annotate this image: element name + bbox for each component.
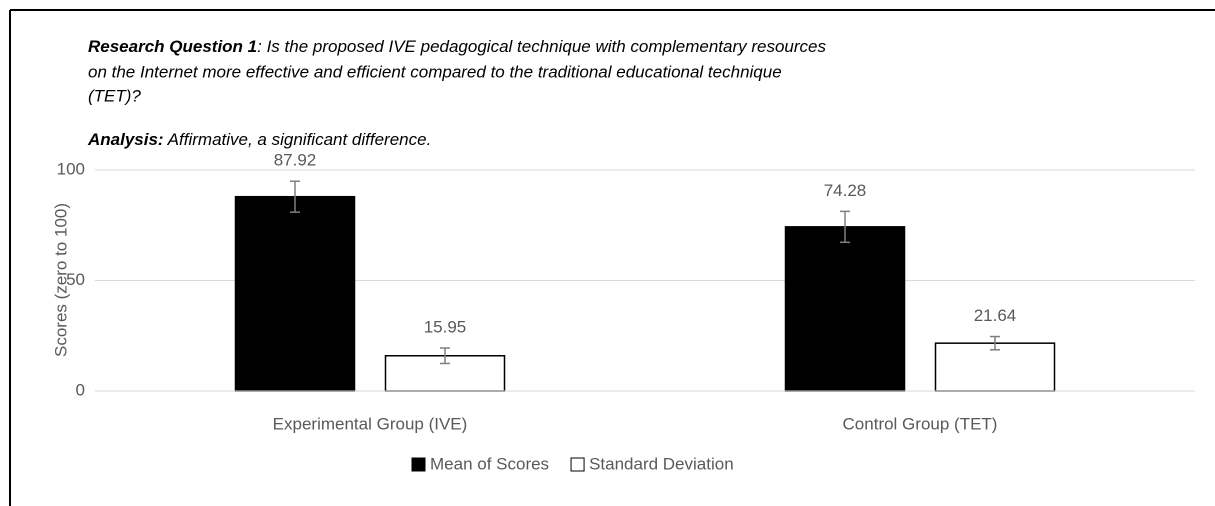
y-tick-label: 0 — [76, 380, 85, 399]
question-text: (TET)? — [88, 86, 141, 105]
y-tick-label: 50 — [66, 270, 85, 289]
analysis-text: Affirmative, a significant difference. — [164, 130, 432, 149]
analysis-line: Analysis: Affirmative, a significant dif… — [87, 130, 431, 149]
y-tick-label: 100 — [57, 159, 85, 178]
legend-label: Mean of Scores — [430, 454, 549, 473]
y-axis-label: Scores (zero to 100) — [51, 203, 70, 357]
data-label: 87.92 — [274, 151, 317, 170]
legend-swatch — [570, 457, 585, 472]
legend-label: Standard Deviation — [589, 454, 734, 473]
bar — [234, 195, 356, 392]
analysis-label: Analysis: — [87, 130, 164, 149]
bar — [784, 226, 906, 392]
question-text: on the Internet more effective and effic… — [88, 62, 782, 81]
data-label: 74.28 — [824, 181, 867, 200]
question-text: : Is the proposed IVE pedagogical techni… — [257, 37, 826, 56]
question-label: Research Question 1 — [88, 37, 257, 56]
legend-swatch — [411, 457, 426, 472]
bar — [934, 342, 1056, 392]
data-label: 21.64 — [974, 306, 1017, 325]
x-tick-label: Experimental Group (IVE) — [273, 414, 468, 433]
question-line: Research Question 1: Is the proposed IVE… — [88, 37, 827, 56]
data-label: 15.95 — [424, 317, 467, 336]
x-tick-label: Control Group (TET) — [843, 414, 998, 433]
